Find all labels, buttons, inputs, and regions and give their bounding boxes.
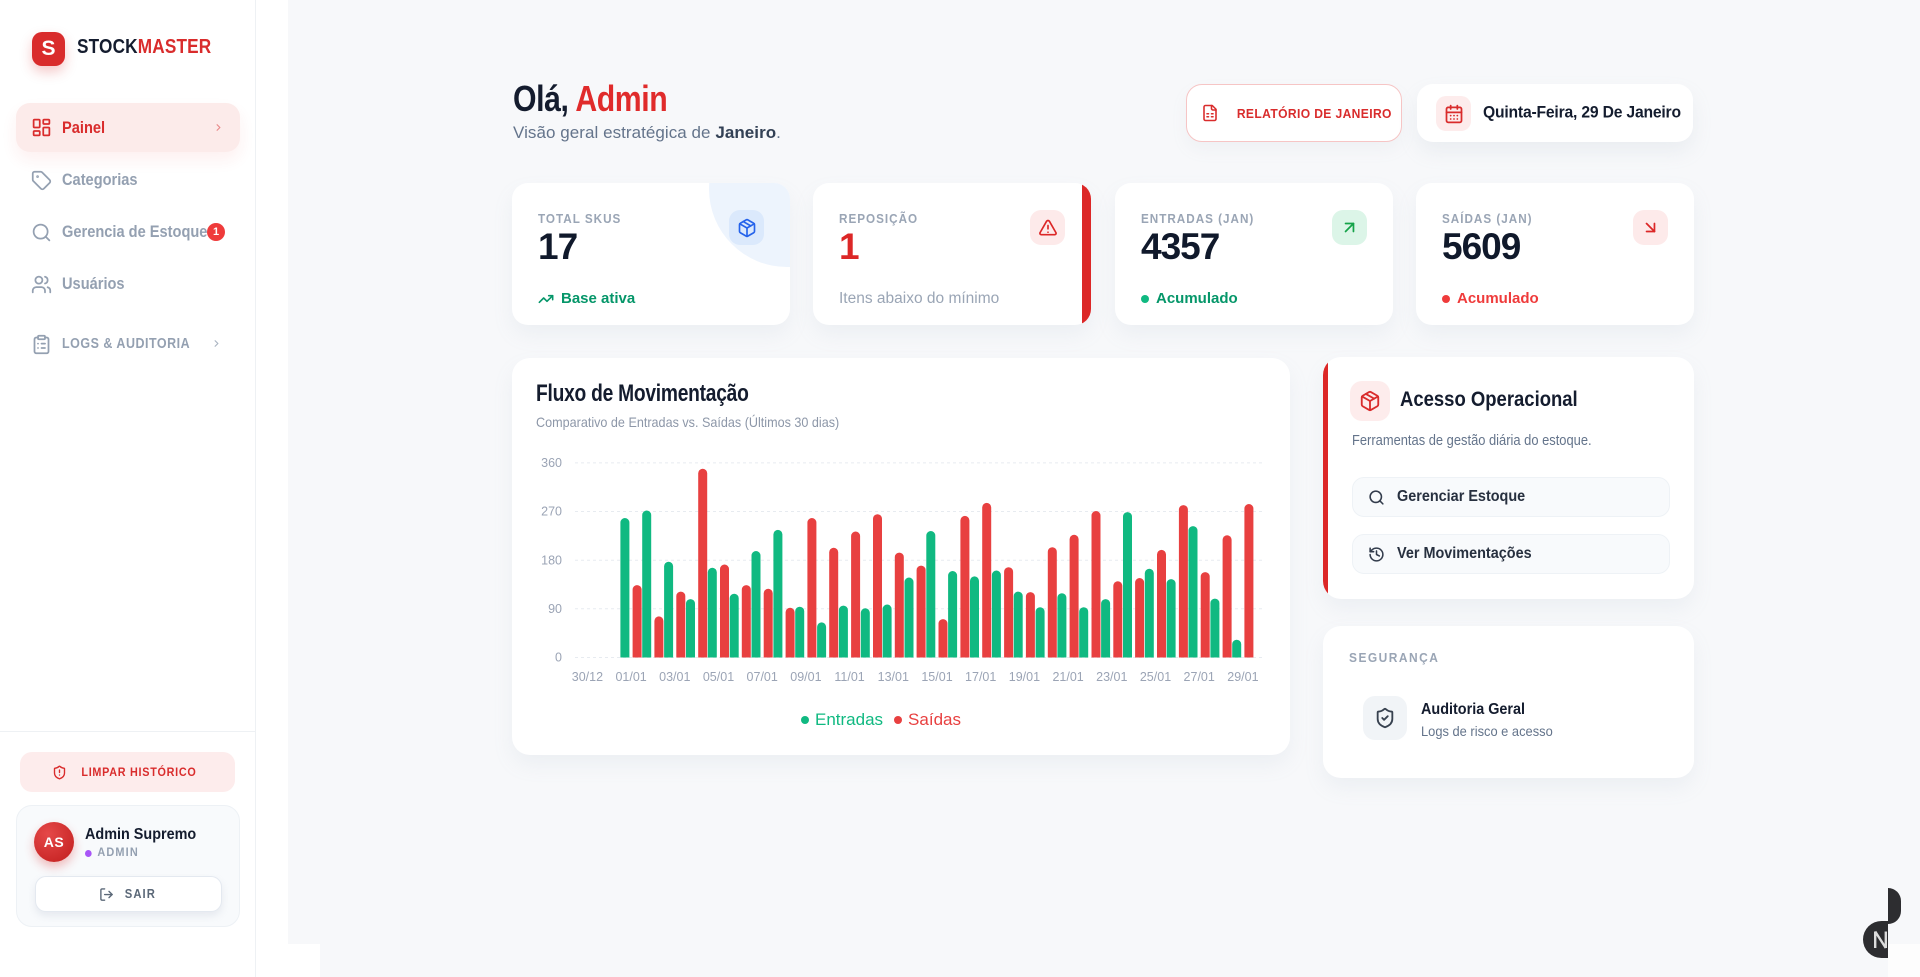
svg-text:13/01: 13/01: [878, 670, 909, 684]
svg-text:0: 0: [555, 651, 562, 665]
svg-text:03/01: 03/01: [659, 670, 690, 684]
svg-text:19/01: 19/01: [1009, 670, 1040, 684]
svg-text:21/01: 21/01: [1052, 670, 1083, 684]
svg-text:90: 90: [548, 602, 562, 616]
svg-text:23/01: 23/01: [1096, 670, 1127, 684]
svg-text:15/01: 15/01: [921, 670, 952, 684]
svg-text:25/01: 25/01: [1140, 670, 1171, 684]
svg-text:07/01: 07/01: [747, 670, 778, 684]
svg-text:01/01: 01/01: [615, 670, 646, 684]
svg-text:30/12: 30/12: [572, 670, 603, 684]
svg-text:29/01: 29/01: [1227, 670, 1258, 684]
svg-text:27/01: 27/01: [1184, 670, 1215, 684]
svg-text:11/01: 11/01: [834, 670, 864, 684]
svg-text:360: 360: [541, 456, 562, 470]
svg-text:270: 270: [541, 505, 562, 519]
svg-text:17/01: 17/01: [965, 670, 996, 684]
svg-text:05/01: 05/01: [703, 670, 734, 684]
svg-text:09/01: 09/01: [790, 670, 821, 684]
svg-text:180: 180: [541, 553, 562, 567]
